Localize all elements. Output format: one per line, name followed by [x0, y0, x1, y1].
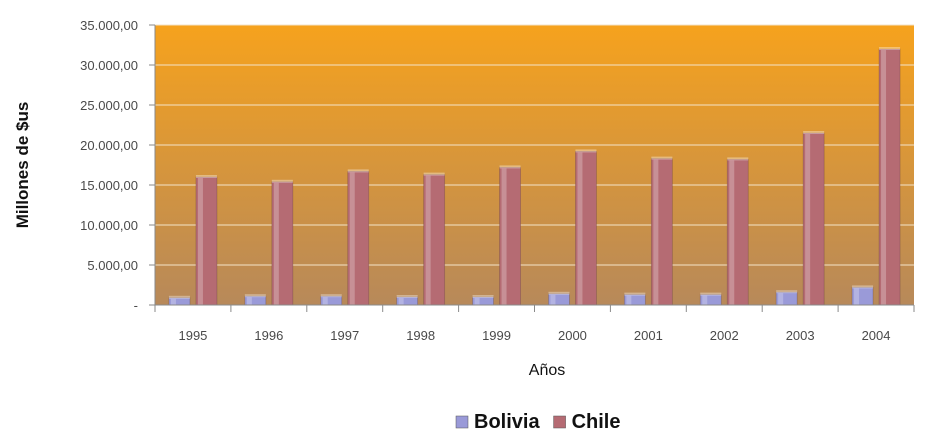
y-tick-label: 10.000,00: [80, 218, 138, 233]
x-tick-label: 1999: [482, 328, 511, 343]
y-tick-label: 5.000,00: [87, 258, 138, 273]
y-tick-label: 30.000,00: [80, 58, 138, 73]
x-tick-label: 2004: [862, 328, 891, 343]
bar-bolivia: [851, 285, 874, 306]
bar-bolivia: [699, 292, 722, 306]
legend-swatch: [553, 415, 566, 429]
x-tick-label: 2001: [634, 328, 663, 343]
x-tick-label: 1995: [178, 328, 207, 343]
bar-chile: [423, 172, 446, 306]
y-tick-label: 20.000,00: [80, 138, 138, 153]
bar-chile: [499, 165, 521, 306]
bar-bolivia: [623, 292, 646, 306]
bar-bolivia: [396, 295, 419, 306]
legend-item-bolivia: Bolivia: [455, 411, 540, 433]
bar-bolivia: [472, 295, 494, 306]
legend: Bolivia Chile: [455, 411, 621, 433]
bar-chile: [347, 169, 370, 306]
bars: [168, 47, 901, 306]
bar-bolivia: [320, 294, 343, 306]
bar-bolivia: [548, 291, 570, 306]
bar-chile: [575, 149, 597, 306]
y-tick-label: 35.000,00: [80, 18, 138, 33]
y-axis-title: Millones de $us: [13, 102, 32, 229]
y-tick-labels: - 5.000,00 10.000,00 15.000,00 20.000,00 25.0…: [80, 18, 138, 313]
bar-chile: [802, 131, 825, 306]
x-tick-label: 2002: [710, 328, 739, 343]
x-tick-label: 1998: [406, 328, 435, 343]
x-tick-labels: 1995 1996 1997 1998 1999 2000 2001 2002 2003 2004: [178, 328, 890, 343]
legend-label: Chile: [572, 411, 621, 433]
x-tick-label: 1996: [254, 328, 283, 343]
legend-swatch: [455, 415, 469, 429]
y-tick-label: -: [134, 298, 138, 313]
x-tick-label: 2000: [558, 328, 587, 343]
x-axis-title: Años: [529, 362, 565, 379]
x-tick-label: 1997: [330, 328, 359, 343]
bar-chile: [271, 179, 294, 306]
y-tick-label: 25.000,00: [80, 98, 138, 113]
bar-bolivia: [168, 295, 191, 306]
legend-item-chile: Chile: [553, 411, 621, 433]
bar-chile: [726, 157, 749, 306]
plot-area: [155, 25, 914, 305]
axes: [149, 24, 915, 312]
bar-chile: [650, 156, 673, 306]
legend-label: Bolivia: [474, 411, 540, 433]
y-tick-label: 15.000,00: [80, 178, 138, 193]
bar-chile: [195, 175, 218, 306]
x-tick-label: 2003: [786, 328, 815, 343]
bar-bolivia: [244, 294, 267, 306]
bar-bolivia: [775, 290, 798, 306]
bar-chile: [878, 47, 901, 306]
